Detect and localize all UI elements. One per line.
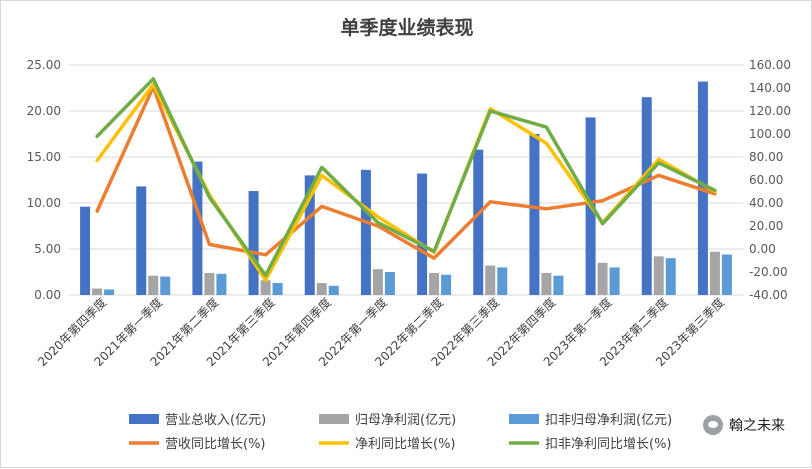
series-line bbox=[95, 77, 717, 278]
bar bbox=[316, 283, 327, 295]
bar bbox=[497, 267, 508, 295]
bar bbox=[485, 265, 496, 295]
left-axis-tick-label: 20.00 bbox=[27, 104, 61, 118]
bar bbox=[360, 169, 371, 295]
bar bbox=[304, 175, 315, 295]
bar bbox=[529, 134, 540, 295]
bar bbox=[653, 256, 664, 295]
bar bbox=[328, 285, 339, 295]
legend-swatch bbox=[129, 414, 159, 424]
bar bbox=[721, 254, 732, 295]
bar bbox=[417, 173, 428, 295]
right-axis-tick-label: 40.00 bbox=[749, 196, 783, 210]
right-axis-tick-label: 80.00 bbox=[749, 150, 783, 164]
left-axis-tick-label: 10.00 bbox=[27, 196, 61, 210]
gridlines bbox=[69, 64, 743, 296]
left-axis-tick-label: 0.00 bbox=[34, 288, 61, 302]
legend-label: 营业总收入(亿元) bbox=[165, 413, 266, 428]
bar bbox=[597, 262, 608, 295]
bar bbox=[609, 267, 620, 295]
series-line bbox=[95, 82, 717, 282]
legend: 营业总收入(亿元) 归母净利润(亿元) 扣非归母净利润(亿元) 营收同比增长(%) 净利… bbox=[129, 413, 672, 452]
right-axis-tick-label: 160.00 bbox=[749, 58, 791, 72]
bar bbox=[384, 272, 395, 295]
right-axis-tick-label: 100.00 bbox=[749, 127, 791, 141]
bar bbox=[473, 149, 484, 295]
right-axis-tick-label: 20.00 bbox=[749, 219, 783, 233]
left-axis-tick-label: 15.00 bbox=[27, 150, 61, 164]
bar bbox=[665, 258, 676, 295]
legend-label: 营收同比增长(%) bbox=[165, 437, 266, 452]
bar bbox=[372, 269, 383, 295]
legend-label: 净利同比增长(%) bbox=[355, 437, 456, 452]
bar bbox=[553, 275, 564, 295]
legend-label: 归母净利润(亿元) bbox=[355, 413, 456, 428]
bar bbox=[204, 272, 215, 295]
right-axis-tick-label: -40.00 bbox=[749, 288, 788, 302]
wechat-icon bbox=[703, 415, 723, 435]
right-axis-tick-label: -20.00 bbox=[749, 265, 788, 279]
bar bbox=[248, 191, 259, 295]
legend-swatch bbox=[509, 414, 539, 424]
right-axis-tick-label: 140.00 bbox=[749, 81, 791, 95]
bar bbox=[272, 283, 283, 295]
bar bbox=[260, 280, 271, 295]
bar bbox=[429, 272, 440, 295]
legend-label: 扣非归母净利润(亿元) bbox=[545, 413, 672, 428]
bar bbox=[136, 186, 147, 295]
chart-title: 单季度业绩表现 bbox=[340, 16, 473, 39]
series-line bbox=[95, 85, 717, 260]
line-series-group bbox=[95, 77, 717, 282]
bar bbox=[92, 288, 103, 295]
bar bbox=[216, 273, 227, 295]
bar bbox=[148, 275, 159, 295]
bar bbox=[192, 161, 203, 295]
bar bbox=[441, 274, 452, 295]
right-axis-tick-label: 120.00 bbox=[749, 104, 791, 118]
watermark: 翰之未来 bbox=[699, 413, 789, 437]
watermark-text: 翰之未来 bbox=[729, 418, 785, 434]
left-axis-tick-label: 25.00 bbox=[27, 58, 61, 72]
bar bbox=[709, 251, 720, 295]
right-axis-tick-label: 60.00 bbox=[749, 173, 783, 187]
bar bbox=[160, 276, 171, 295]
bar bbox=[641, 97, 652, 295]
legend-label: 扣非净利同比增长(%) bbox=[545, 437, 672, 452]
bar bbox=[541, 272, 552, 295]
right-axis-tick-label: 0.00 bbox=[749, 242, 776, 256]
legend-swatch bbox=[319, 414, 349, 424]
bar bbox=[80, 206, 91, 295]
bar bbox=[104, 289, 115, 295]
left-axis-tick-label: 5.00 bbox=[34, 242, 61, 256]
